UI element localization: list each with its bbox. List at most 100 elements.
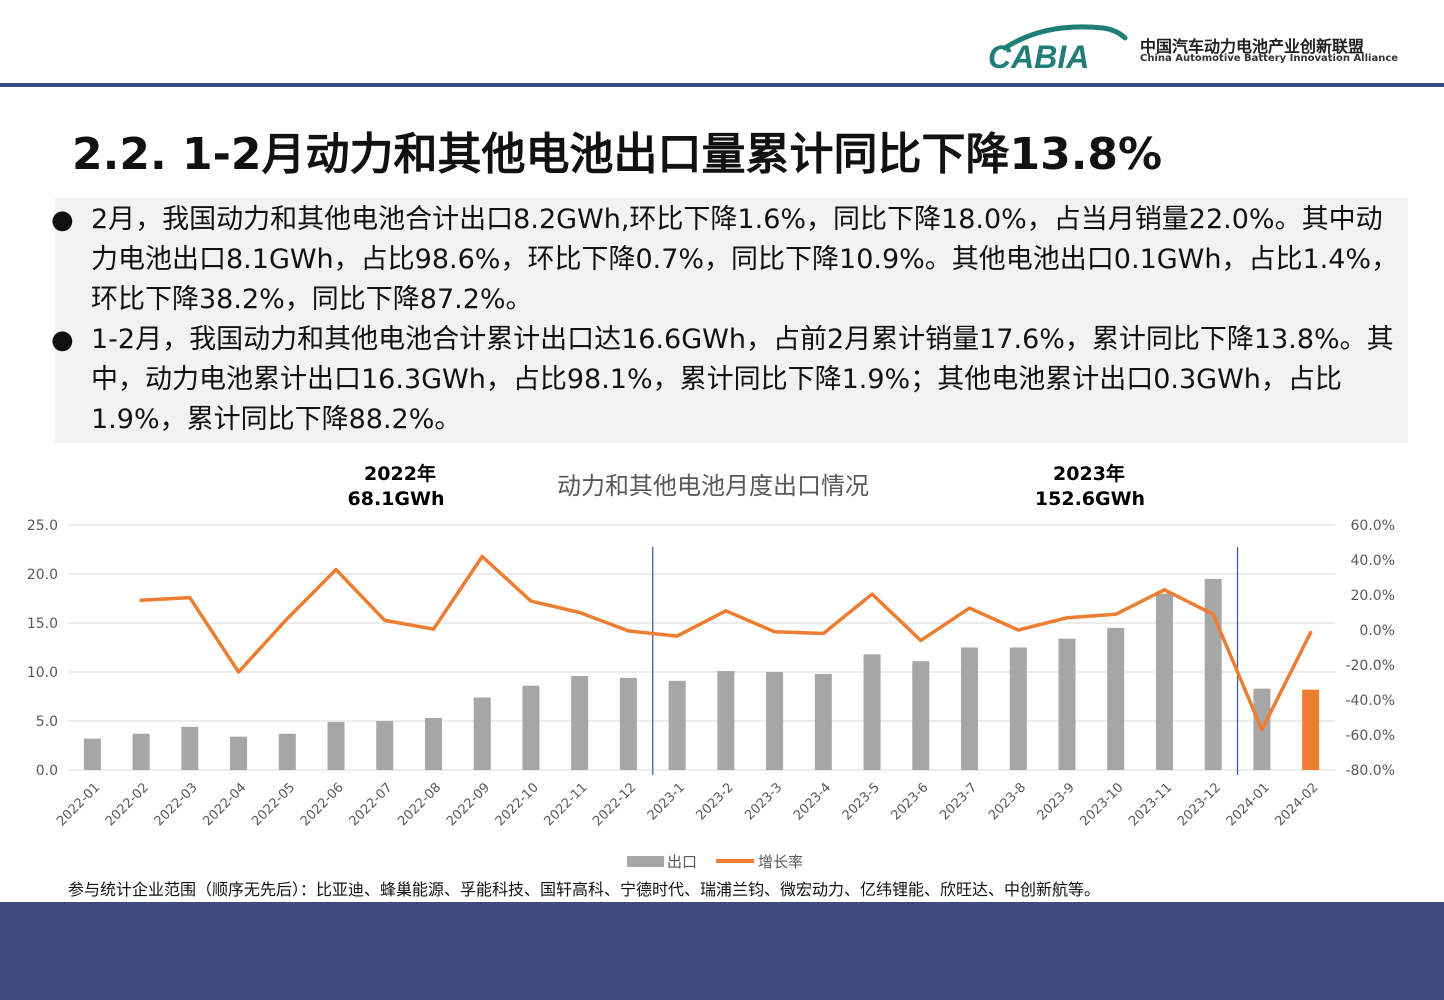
x-tick-label: 2022-05 [249,780,298,829]
growth-point-2024-01 [1260,728,1264,732]
growth-point-2022-06 [334,568,338,572]
bar-2022-05 [278,733,296,770]
growth-point-2022-04 [237,670,241,674]
x-tick-label: 2022-07 [347,780,396,829]
bar-2023-11 [1155,593,1173,770]
growth-point-2023-12 [1211,612,1215,616]
bullet-text: 2月，我国动力和其他电池合计出口8.2GWh,环比下降1.6%，同比下降18.0… [91,204,1399,315]
bar-2022-06 [327,721,345,770]
bar-2022-02 [132,733,150,770]
x-tick-label: 2022-11 [541,780,590,829]
x-tick-label: 2023-12 [1175,780,1224,829]
bar-2022-12 [619,677,637,770]
header-rule [0,83,1444,87]
bar-2024-02 [1302,689,1320,770]
y-right-tick-label: 20.0% [1351,588,1395,604]
legend-bar-label: 出口 [667,853,697,871]
bar-2023-7 [961,647,979,770]
y-right-tick-label: -80.0% [1345,763,1395,779]
growth-point-2022-11 [578,611,582,614]
bar-2022-04 [230,736,248,770]
y-left-tick-label: 0.0 [36,763,58,779]
chart-legend: 出口 增长率 [627,853,803,871]
bullet-dot-icon: ● [51,205,74,235]
line-series [139,554,1313,732]
growth-point-2023-11 [1162,588,1166,592]
bar-2023-6 [912,661,930,770]
annotation-2022-label: 2022年 [364,462,436,485]
growth-point-2023-6 [919,639,923,642]
y-right-tick-label: -60.0% [1345,728,1395,744]
growth-point-2023-8 [1016,628,1020,632]
growth-point-2022-10 [529,599,533,603]
x-tick-label: 2024-01 [1224,780,1273,829]
x-tick-label: 2023-8 [986,780,1029,823]
bullet-dot-icon: ● [51,325,74,355]
growth-point-2022-09 [480,555,484,558]
x-tick-label: 2023-1 [645,780,688,823]
x-tick-label: 2023-2 [694,780,737,823]
x-tick-label: 2023-3 [742,780,785,823]
growth-point-2022-07 [383,618,387,622]
x-axis-labels: 2022-01 2022-02 2022-03 2022-04 2022-05 2022-… [54,780,1321,829]
y-right-tick-label: -20.0% [1345,658,1395,674]
chart-title: 动力和其他电池月度出口情况 [557,472,869,500]
annotation-2022-value: 68.1GWh [348,488,445,510]
bar-2022-07 [376,721,394,770]
year-dividers [652,547,1239,775]
bar-series [83,578,1320,770]
x-tick-label: 2022-04 [200,780,249,829]
bar-2023-5 [863,654,881,770]
growth-point-2023-4 [821,632,825,635]
x-tick-label: 2023-7 [937,780,980,823]
bullet-item-2: ● 1-2月，我国动力和其他电池合计累计出口达16.6GWh，占前2月累计销量1… [51,320,1403,440]
bar-2023-8 [1009,647,1027,770]
legend-line-label: 增长率 [758,853,803,871]
y-left-tick-label: 10.0 [27,665,58,681]
bar-2023-1 [668,680,686,770]
x-tick-label: 2022-09 [444,780,493,829]
slide-title: 2.2. 1-2月动力和其他电池出口量累计同比下降13.8% [72,129,1163,180]
bar-2022-10 [522,685,540,770]
y-left-tick-label: 20.0 [27,567,58,583]
y-right-tick-label: 60.0% [1351,518,1395,534]
y-right-tick-label: 40.0% [1351,553,1395,569]
cabia-logo-icon: CABIA [988,24,1128,75]
bar-2022-11 [571,675,589,770]
summary-box: ● 2月，我国动力和其他电池合计出口8.2GWh,环比下降1.6%，同比下降18… [51,198,1408,443]
growth-point-2023-5 [870,592,874,596]
growth-point-2022-03 [188,596,192,600]
x-tick-label: 2022-03 [152,780,201,829]
x-tick-label: 2023-10 [1078,780,1127,829]
footer-note: 参与统计企业范围（顺序无先后）：比亚迪、蜂巢能源、孚能科技、国轩高科、宁德时代、… [68,880,1101,899]
y-left-tick-label: 25.0 [27,518,58,534]
logo-name-cn: 中国汽车动力电池产业创新联盟 [1140,37,1365,56]
chart-gridlines [68,524,1335,771]
x-tick-label: 2022-01 [54,780,103,829]
growth-point-2023-9 [1065,616,1069,620]
bar-2023-9 [1058,638,1076,770]
bar-2022-01 [83,738,101,770]
bar-2023-10 [1107,627,1125,770]
growth-point-2023-1 [675,634,679,638]
legend-bar-swatch [627,856,664,867]
bullet-text: 1-2月，我国动力和其他电池合计累计出口达16.6GWh，占前2月累计销量17.… [91,324,1394,435]
growth-point-2023-3 [773,630,777,634]
x-tick-label: 2024-02 [1272,780,1321,829]
x-tick-label: 2023-4 [791,780,834,823]
growth-point-2023-7 [968,606,972,610]
logo-name-en: China Automotive Battery Innovation Alli… [1140,53,1399,64]
bar-2022-03 [181,726,199,770]
export-chart: 0.0 5.0 10.0 15.0 20.0 25.0 -80.0% -60.0% -40.0… [27,462,1395,871]
x-tick-label: 2023-11 [1126,780,1175,829]
x-tick-label: 2022-08 [395,780,444,829]
growth-point-2022-12 [626,629,630,633]
x-tick-label: 2022-12 [590,780,639,829]
bar-2022-09 [473,697,491,770]
y-left-axis: 0.0 5.0 10.0 15.0 20.0 25.0 [27,518,58,779]
y-right-tick-label: -40.0% [1345,693,1395,709]
annotation-2023-label: 2023年 [1053,462,1125,485]
y-left-tick-label: 5.0 [36,714,58,730]
bar-2023-4 [814,673,832,770]
growth-point-2022-08 [431,627,435,631]
